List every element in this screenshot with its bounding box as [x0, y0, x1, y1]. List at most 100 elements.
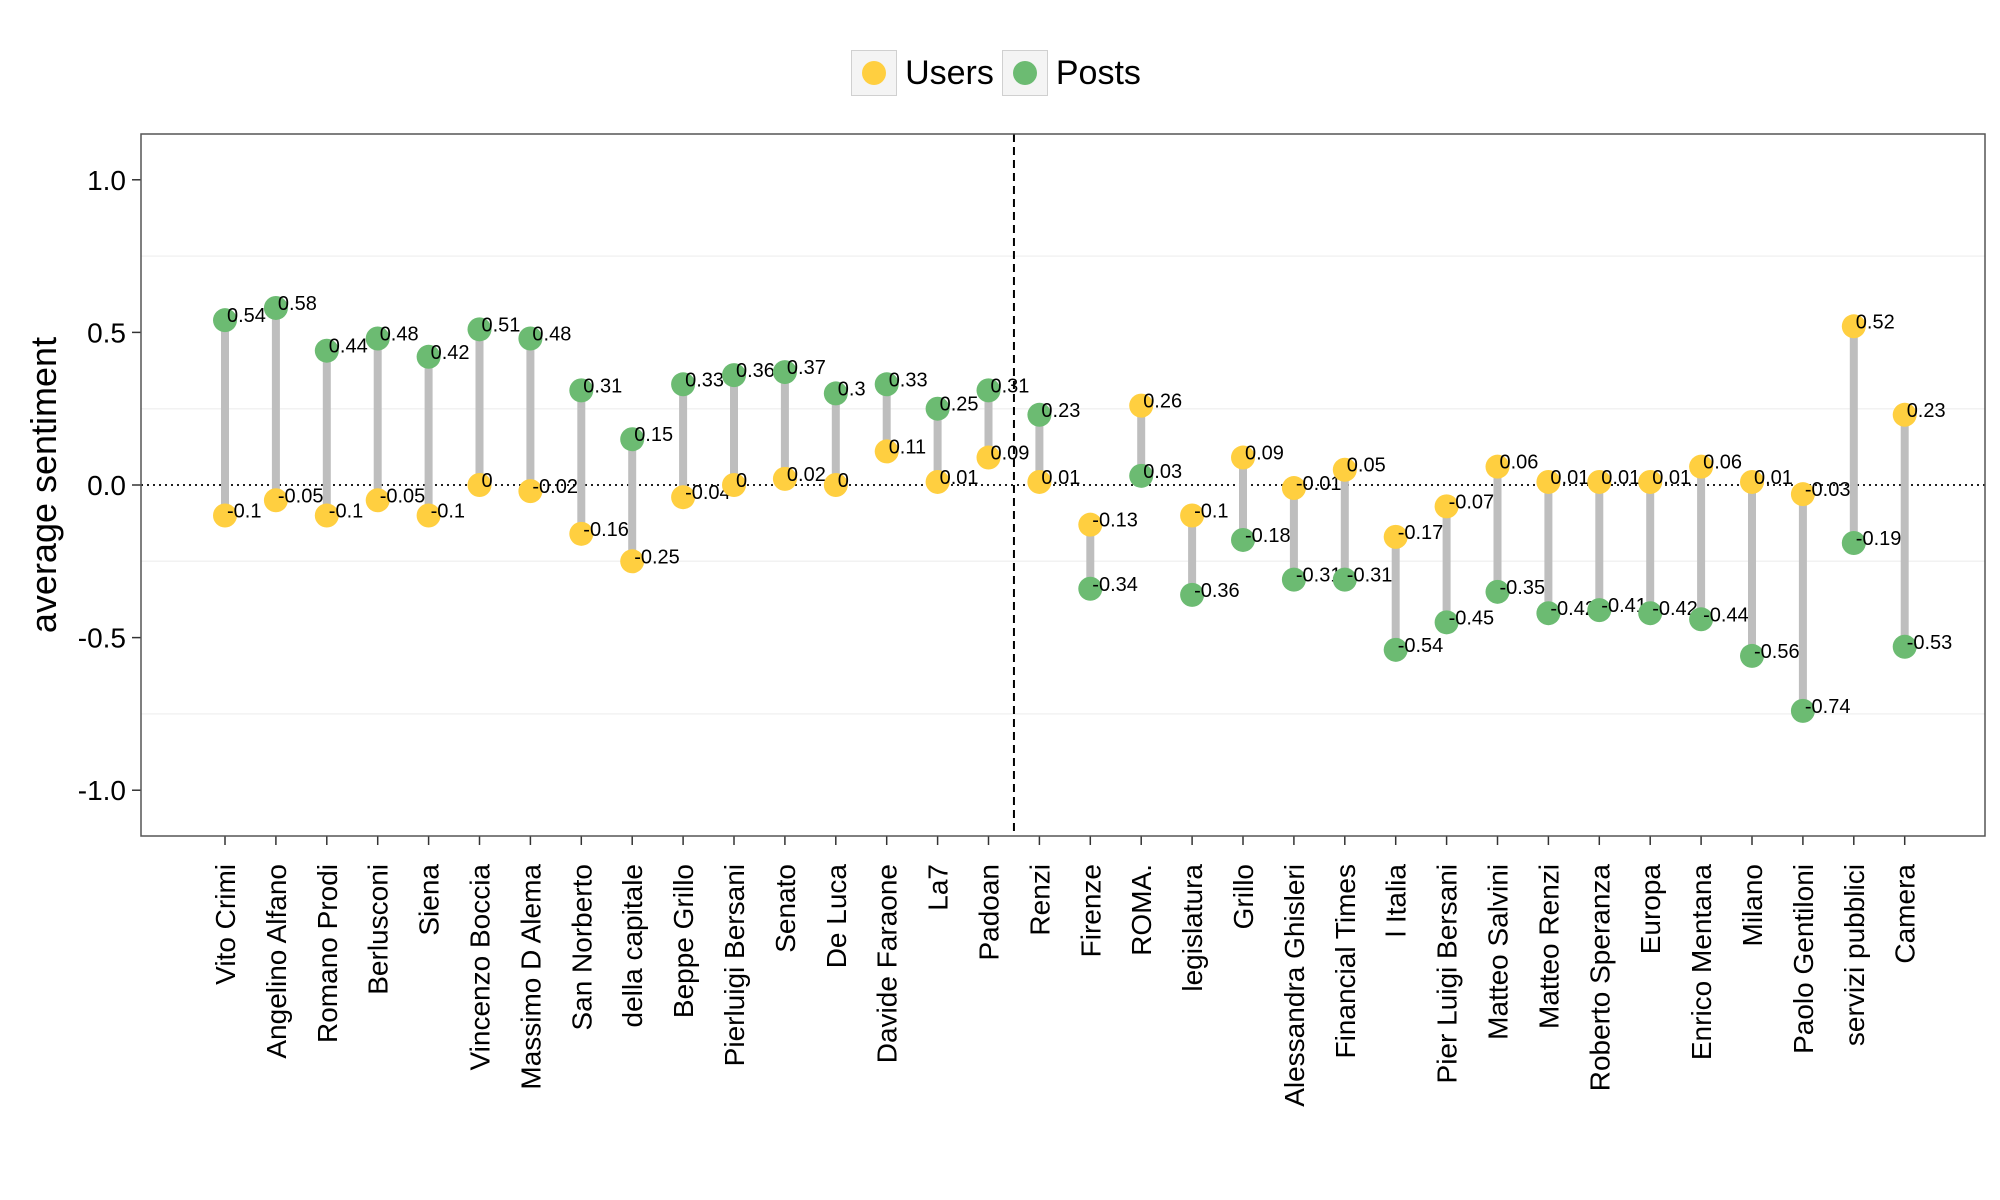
posts-value-label: -0.41: [1601, 595, 1647, 617]
users-value-label: 0.01: [1550, 467, 1589, 489]
users-value-label: 0.52: [1856, 311, 1895, 333]
posts-point: [263, 295, 288, 320]
users-value-label: 0.23: [1907, 400, 1946, 422]
posts-point: [1740, 643, 1764, 668]
users-value-label: 0.01: [1041, 467, 1080, 489]
y-tick-label: 1.0: [87, 165, 126, 196]
users-value-label: 0: [838, 470, 849, 492]
x-tick-label: Firenze: [1075, 864, 1106, 957]
posts-point: [1587, 598, 1612, 623]
users-point: [722, 473, 746, 497]
x-tick-label: Vito Crimi: [210, 864, 241, 985]
posts-value-label: 0.36: [736, 360, 775, 382]
posts-value-label: -0.31: [1347, 565, 1393, 587]
users-point: [874, 439, 899, 464]
x-tick-label: Romano Prodi: [312, 864, 343, 1043]
users-value-label: -0.05: [380, 485, 426, 507]
users-point: [213, 503, 237, 528]
users-point: [1587, 469, 1612, 494]
y-tick-label: 0.0: [87, 470, 126, 501]
users-value-label: 0.01: [1754, 467, 1793, 489]
posts-value-label: -0.44: [1703, 604, 1749, 626]
users-value-label: -0.1: [431, 501, 465, 523]
posts-value-label: -0.53: [1907, 632, 1953, 654]
x-tick-label: De Luca: [821, 864, 852, 969]
legend-key-users: [851, 50, 898, 96]
posts-value-label: -0.31: [1296, 565, 1342, 587]
users-point: [1485, 454, 1510, 479]
x-tick-label: Financial Times: [1330, 864, 1361, 1059]
legend-label-users: Users: [905, 53, 994, 92]
users-point: [1281, 476, 1306, 501]
posts-point: [1332, 567, 1357, 592]
posts-value-label: 0.03: [1143, 461, 1182, 483]
legend: Users Posts: [0, 50, 2000, 96]
y-tick-label: -1.0: [78, 775, 126, 806]
users-value-label: -0.1: [329, 501, 363, 523]
x-tick-label: Padoan: [974, 864, 1005, 961]
posts-point: [1231, 527, 1255, 552]
posts-value-label: 0.3: [838, 378, 866, 400]
users-point: [314, 503, 339, 528]
posts-value-label: -0.36: [1194, 580, 1240, 602]
users-value-label: 0.06: [1500, 452, 1539, 474]
x-tick-label: Vincenzo Boccia: [465, 864, 496, 1071]
x-tick-label: Davide Faraone: [872, 864, 903, 1063]
users-point: [467, 473, 492, 497]
users-value-label: 0.01: [1601, 467, 1640, 489]
posts-point: [1129, 463, 1154, 488]
posts-point: [823, 381, 848, 406]
users-value-label: 0.06: [1703, 452, 1742, 474]
users-point: [1689, 454, 1714, 479]
users-point: [1740, 469, 1764, 494]
legend-key-posts: [1001, 50, 1048, 96]
posts-point: [671, 372, 696, 397]
x-tick-label: Angelino Alfano: [261, 864, 292, 1059]
users-point: [1180, 503, 1205, 528]
posts-point: [925, 396, 950, 421]
users-value-label: 0.05: [1347, 455, 1386, 477]
users-point: [1129, 393, 1154, 418]
users-point: [263, 488, 288, 513]
x-tick-label: ROMA.: [1126, 864, 1157, 956]
posts-value-label: -0.35: [1500, 577, 1546, 599]
posts-value-label: 0.51: [482, 314, 521, 336]
users-value-label: -0.05: [278, 485, 324, 507]
x-tick-label: Renzi: [1024, 864, 1055, 936]
users-value-label: -0.04: [685, 482, 731, 504]
posts-value-label: 0.31: [991, 375, 1030, 397]
x-tick-label: Roberto Speranza: [1584, 864, 1615, 1092]
legend-label-posts: Posts: [1055, 53, 1141, 92]
posts-point: [416, 344, 441, 369]
posts-point: [620, 427, 645, 452]
posts-value-label: -0.42: [1550, 598, 1596, 620]
y-tick-label: -0.5: [78, 623, 126, 654]
x-tick-label: servizi pubblici: [1839, 864, 1870, 1046]
users-point: [620, 549, 645, 574]
posts-value-label: -0.19: [1856, 528, 1902, 550]
posts-point: [1689, 607, 1714, 632]
posts-value-label: 0.33: [889, 369, 928, 391]
legend-dot-posts: [1012, 61, 1037, 85]
users-point: [518, 479, 543, 504]
users-point: [976, 445, 1001, 470]
users-point: [1231, 445, 1255, 470]
users-point: [365, 488, 390, 513]
users-point: [1332, 457, 1357, 482]
y-tick-label: 0.5: [87, 317, 126, 348]
users-point: [671, 485, 696, 510]
posts-value-label: 0.31: [583, 375, 622, 397]
x-tick-label: La7: [923, 864, 954, 911]
x-tick-label: della capitale: [617, 864, 648, 1027]
legend-dot-users: [862, 61, 887, 85]
x-tick-label: Matteo Renzi: [1533, 864, 1564, 1029]
posts-point: [976, 378, 1001, 403]
posts-point: [1434, 610, 1459, 635]
posts-point: [1180, 582, 1205, 607]
users-value-label: -0.03: [1805, 479, 1851, 501]
users-point: [1638, 469, 1663, 494]
users-value-label: 0: [482, 470, 493, 492]
x-tick-label: San Norberto: [566, 864, 597, 1031]
users-point: [772, 466, 797, 491]
